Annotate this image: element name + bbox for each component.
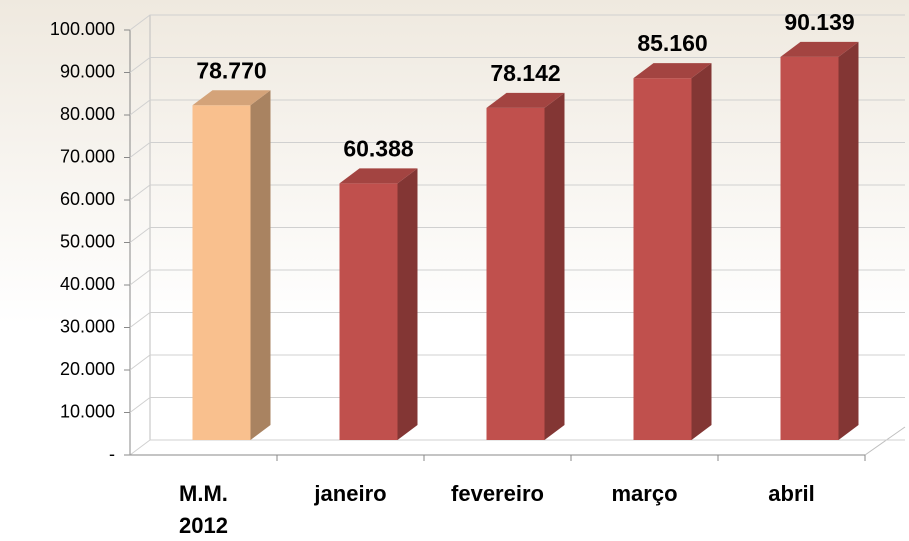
y-tick-label: 100.000 [50, 19, 115, 39]
y-tick-label: 30.000 [60, 316, 115, 336]
bar-top [339, 168, 418, 184]
value-label: 60.388 [343, 135, 414, 161]
value-label: 78.770 [196, 57, 266, 83]
grid-line [129, 439, 905, 456]
grid-line [129, 57, 905, 73]
bar [633, 63, 712, 440]
x-tick-label: fevereiro [451, 481, 544, 506]
bar-top [780, 41, 859, 57]
bar [486, 92, 565, 441]
bar-side [691, 63, 712, 440]
x-tick-label: janeiro [314, 481, 387, 506]
x-tick-label: M.M. 2012 [179, 481, 228, 538]
bar-side [397, 168, 418, 440]
y-tick-label: 20.000 [60, 359, 115, 379]
x-tick-label: abril [768, 481, 815, 506]
bar [339, 168, 418, 440]
bar-front [192, 105, 251, 440]
y-tick-label: - [109, 444, 115, 464]
bar-front [780, 56, 839, 441]
y-tick-label: 80.000 [60, 104, 115, 124]
y-tick-label: 50.000 [60, 231, 115, 251]
bar-side [838, 41, 859, 441]
value-label: 78.142 [490, 60, 560, 86]
bar-top [486, 92, 565, 108]
y-tick-label: 60.000 [60, 189, 115, 209]
bar-front [339, 183, 398, 440]
x-tick-label: março [611, 481, 678, 506]
bar [780, 41, 859, 441]
bar-top [192, 90, 271, 106]
bar [192, 90, 271, 440]
value-label: 90.139 [784, 9, 854, 35]
grid-line [129, 14, 905, 31]
bar-top [633, 63, 712, 79]
bar-side [544, 92, 565, 441]
value-label: 85.160 [637, 30, 707, 56]
y-tick-label: 70.000 [60, 146, 115, 166]
y-tick-label: 10.000 [60, 401, 115, 421]
bar-front [633, 78, 692, 440]
bar-side [250, 90, 271, 440]
bar-front [486, 107, 545, 441]
y-tick-label: 90.000 [60, 61, 115, 81]
y-tick-label: 40.000 [60, 274, 115, 294]
